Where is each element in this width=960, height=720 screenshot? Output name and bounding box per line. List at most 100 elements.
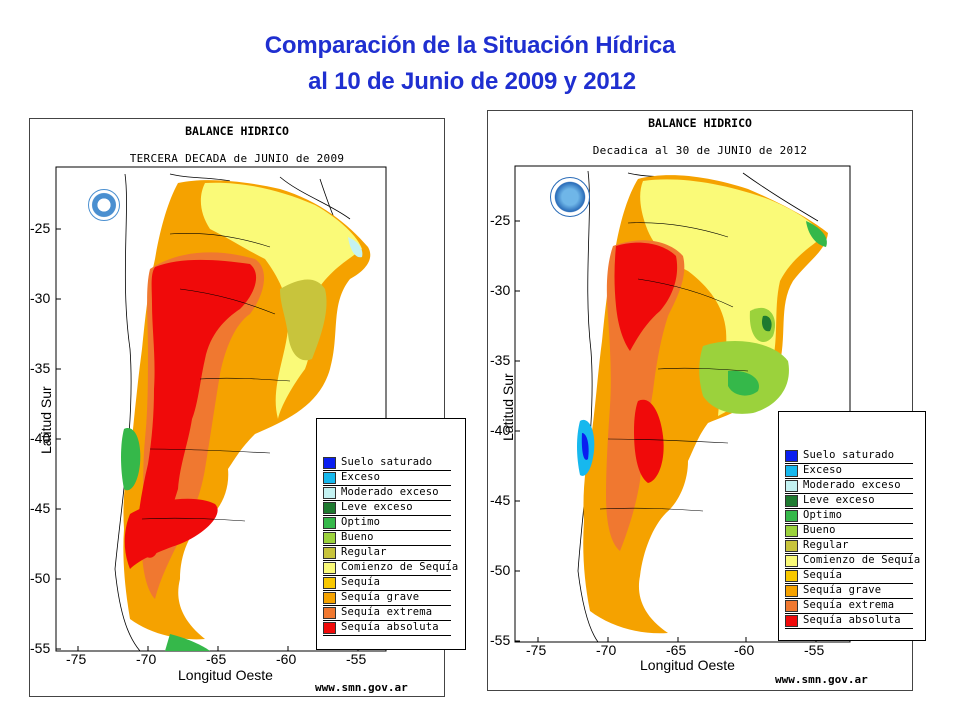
legend-label: Comienzo de Sequía	[341, 561, 459, 573]
legend-swatch	[323, 622, 336, 634]
legend-swatch	[785, 465, 798, 477]
y-tick: -55	[30, 640, 51, 656]
region-absolute-south	[634, 399, 664, 483]
legend-label: Sequía extrema	[803, 599, 895, 611]
legend-divider	[323, 485, 451, 486]
panel-heading: BALANCE HIDRICO	[648, 116, 752, 130]
region-optimo	[121, 428, 141, 491]
legend-label: Optimo	[341, 516, 381, 528]
region-absolute-patagonia	[124, 498, 218, 569]
legend-divider	[785, 463, 913, 464]
legend-label: Sequía grave	[803, 584, 882, 596]
x-tick: -60	[276, 651, 297, 667]
x-tick: -75	[66, 651, 87, 667]
legend-divider	[323, 545, 451, 546]
x-tick: -70	[136, 651, 157, 667]
legend-divider	[785, 628, 913, 629]
legend-label: Regular	[803, 539, 849, 551]
legend-swatch	[785, 555, 798, 567]
legend-label: Leve exceso	[803, 494, 875, 506]
legend-swatch	[323, 562, 336, 574]
legend-label: Exceso	[803, 464, 843, 476]
y-tick: -30	[30, 290, 51, 306]
legend-divider	[323, 500, 451, 501]
region-optimo-north	[806, 221, 827, 247]
slide-title-line-2: al 10 de Junio de 2009 y 2012	[308, 68, 636, 95]
y-tick: -35	[490, 352, 511, 368]
region-absolute	[136, 259, 257, 558]
legend-label: Exceso	[341, 471, 381, 483]
smn-seal-icon	[550, 177, 590, 217]
legend-2012: Suelo saturado Exceso Moderado exceso Leve …	[778, 411, 926, 641]
region-good	[280, 279, 327, 361]
legend-divider	[323, 605, 451, 606]
legend-divider	[785, 523, 913, 524]
legend-label: Regular	[341, 546, 387, 558]
legend-swatch	[323, 547, 336, 559]
smn-seal-icon	[88, 189, 120, 221]
y-tick: -30	[490, 282, 511, 298]
region-light-green	[348, 237, 363, 258]
legend-label: Suelo saturado	[341, 456, 433, 468]
y-tick: -40	[30, 430, 51, 446]
legend-divider	[785, 598, 913, 599]
legend-2009: Suelo saturado Exceso Moderado exceso Leve …	[316, 418, 466, 650]
region-absolute-north	[614, 242, 678, 351]
legend-label: Optimo	[803, 509, 843, 521]
legend-swatch	[785, 570, 798, 582]
x-tick: -70	[596, 642, 617, 658]
legend-swatch	[323, 487, 336, 499]
legend-label: Bueno	[803, 524, 836, 536]
legend-swatch	[323, 502, 336, 514]
legend-divider	[323, 470, 451, 471]
x-tick: -75	[526, 642, 547, 658]
slide-title-line-1: Comparación de la Situación Hídrica	[264, 32, 676, 59]
legend-swatch	[323, 577, 336, 589]
panel-heading: BALANCE HIDRICO	[185, 124, 289, 138]
legend-label: Comienzo de Sequía	[803, 554, 921, 566]
legend-divider	[323, 515, 451, 516]
legend-divider	[785, 508, 913, 509]
region-yellow	[200, 182, 362, 419]
legend-swatch	[785, 585, 798, 597]
y-tick: -40	[490, 422, 511, 438]
legend-swatch	[785, 450, 798, 462]
legend-swatch	[785, 600, 798, 612]
legend-divider	[785, 583, 913, 584]
x-tick: -65	[666, 642, 687, 658]
source-url: www.smn.gov.ar	[775, 673, 868, 686]
y-tick: -25	[30, 220, 51, 236]
y-tick: -35	[30, 360, 51, 376]
legend-label: Moderado exceso	[341, 486, 439, 498]
y-tick: -55	[490, 632, 511, 648]
x-tick: -60	[734, 642, 755, 658]
panel-subtitle: TERCERA DECADA de JUNIO de 2009	[129, 152, 345, 165]
x-axis-label: Longitud Oeste	[640, 657, 735, 673]
legend-swatch	[323, 457, 336, 469]
legend-label: Sequía grave	[341, 591, 420, 603]
legend-divider	[785, 553, 913, 554]
source-url: www.smn.gov.ar	[315, 681, 408, 694]
legend-divider	[323, 530, 451, 531]
legend-divider	[323, 560, 451, 561]
legend-label: Sequía	[341, 576, 381, 588]
y-tick: -50	[490, 562, 511, 578]
legend-label: Leve exceso	[341, 501, 413, 513]
region-optimo	[728, 370, 759, 396]
x-axis-label: Longitud Oeste	[178, 667, 273, 683]
legend-swatch	[323, 472, 336, 484]
legend-label: Moderado exceso	[803, 479, 901, 491]
y-tick: -45	[30, 500, 51, 516]
region-yellow	[640, 179, 823, 416]
legend-swatch	[785, 615, 798, 627]
legend-swatch	[785, 495, 798, 507]
map-panel-2012: BALANCE HIDRICO Decadica al 30 de JUNIO …	[487, 110, 926, 691]
legend-divider	[785, 568, 913, 569]
legend-label: Sequía absoluta	[803, 614, 901, 626]
x-tick: -65	[206, 651, 227, 667]
legend-swatch	[785, 480, 798, 492]
y-tick: -45	[490, 492, 511, 508]
x-tick: -55	[804, 642, 825, 658]
legend-divider	[785, 538, 913, 539]
legend-divider	[785, 478, 913, 479]
